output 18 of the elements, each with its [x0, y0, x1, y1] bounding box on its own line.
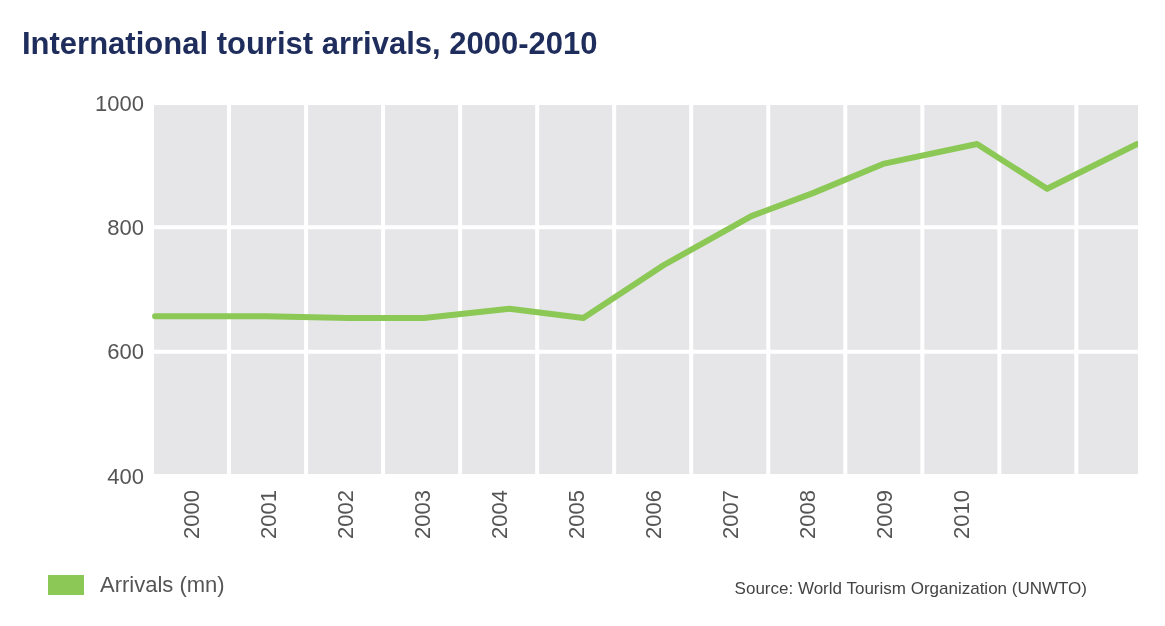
x-tick-label: 2009	[871, 490, 897, 539]
legend-label: Arrivals (mn)	[100, 572, 225, 598]
x-tick-label: 2003	[409, 490, 435, 539]
y-tick-label: 1000	[95, 90, 144, 116]
x-tick-label: 2002	[332, 490, 358, 539]
y-tick-label: 800	[107, 215, 144, 241]
source-note: Source: World Tourism Organization (UNWTO)	[734, 579, 1087, 599]
x-tick-label: 2007	[717, 490, 743, 539]
x-tick-label: 2001	[255, 490, 281, 539]
x-tick-label: 2006	[640, 490, 666, 539]
x-tick-label: 2004	[486, 490, 512, 539]
x-tick-label: 2000	[178, 490, 204, 539]
y-tick-label: 400	[107, 463, 144, 489]
x-tick-label: 2008	[794, 490, 820, 539]
x-tick-label: 2010	[948, 490, 974, 539]
x-tick-label: 2005	[563, 490, 589, 539]
chart-title: International tourist arrivals, 2000-2010	[22, 26, 598, 62]
y-tick-label: 600	[107, 339, 144, 365]
